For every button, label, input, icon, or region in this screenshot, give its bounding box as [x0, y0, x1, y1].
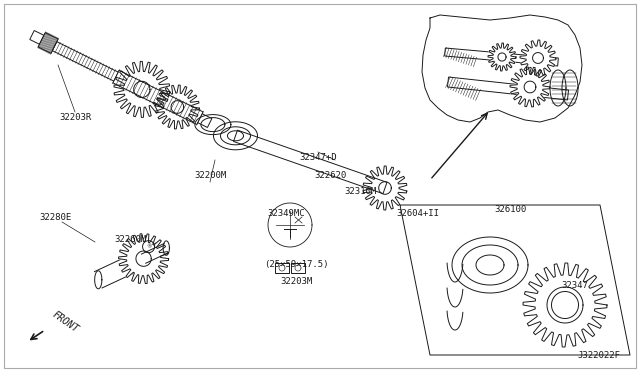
Polygon shape: [30, 31, 44, 44]
Text: 32280E: 32280E: [39, 214, 71, 222]
Text: 32604+II: 32604+II: [397, 208, 440, 218]
Polygon shape: [447, 77, 568, 100]
Text: 32347+D: 32347+D: [299, 154, 337, 163]
Text: 32203R: 32203R: [59, 113, 91, 122]
Text: J322022F: J322022F: [577, 351, 620, 360]
Polygon shape: [523, 263, 607, 347]
Text: FRONT: FRONT: [50, 310, 80, 334]
Polygon shape: [38, 33, 58, 53]
Polygon shape: [234, 130, 387, 194]
Text: 32347: 32347: [561, 280, 588, 289]
Polygon shape: [445, 48, 558, 66]
Polygon shape: [156, 85, 199, 129]
Text: 32260M: 32260M: [114, 235, 146, 244]
Text: ®: ®: [146, 244, 151, 249]
Polygon shape: [363, 166, 407, 210]
Text: 32349MC: 32349MC: [267, 208, 305, 218]
Polygon shape: [118, 234, 168, 283]
Polygon shape: [114, 61, 170, 118]
Polygon shape: [488, 43, 516, 71]
Bar: [291, 263, 305, 273]
Text: 32200M: 32200M: [194, 170, 226, 180]
Text: (25×59×17.5): (25×59×17.5): [264, 260, 328, 269]
Polygon shape: [510, 67, 550, 107]
Polygon shape: [52, 42, 212, 128]
Polygon shape: [400, 205, 630, 355]
Bar: [275, 263, 289, 273]
Polygon shape: [422, 15, 582, 122]
Text: 32203M: 32203M: [280, 278, 312, 286]
Polygon shape: [520, 40, 556, 76]
Text: 32310M: 32310M: [344, 187, 376, 196]
Polygon shape: [113, 70, 203, 125]
Text: 326100: 326100: [494, 205, 526, 215]
Text: 322620: 322620: [314, 170, 346, 180]
